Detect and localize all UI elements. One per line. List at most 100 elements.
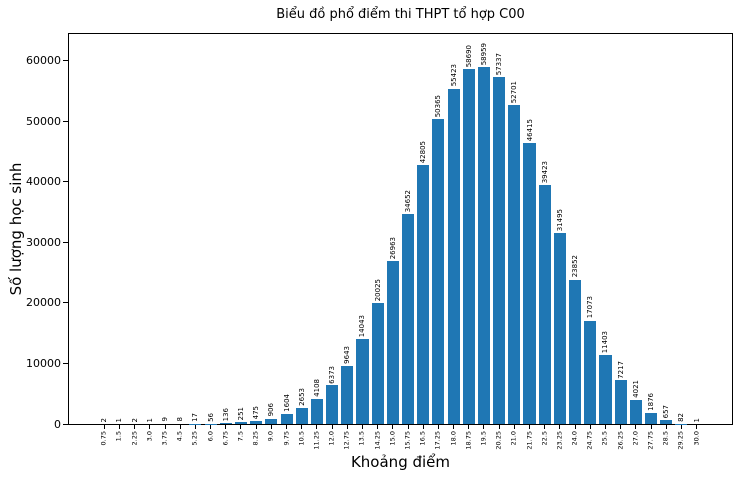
x-tick-mark (650, 425, 652, 429)
bar-value-label: 50365 (434, 94, 443, 118)
x-tick-label: 26.25 (615, 431, 624, 450)
plot-area (68, 33, 733, 425)
x-tick-label: 5.25 (190, 431, 199, 446)
bar (356, 339, 369, 424)
chart-title: Biểu đồ phổ điểm thi THPT tổ hợp C00 (276, 7, 525, 22)
x-tick-label: 19.5 (479, 431, 488, 446)
bar-value-label: 6373 (328, 365, 337, 384)
bar-value-label: 56 (206, 412, 215, 422)
bar-value-label: 31495 (555, 209, 564, 232)
bar-value-label: 58959 (479, 42, 488, 66)
bar-value-label: 20025 (373, 278, 382, 301)
x-tick-label: 0.75 (99, 431, 108, 446)
bar (644, 412, 658, 424)
x-tick-mark (498, 425, 500, 429)
y-tick-mark (63, 362, 68, 364)
bar (401, 214, 415, 424)
x-tick-mark (255, 425, 257, 429)
x-tick-mark (301, 425, 303, 429)
x-tick-mark (331, 425, 333, 429)
x-tick-mark (316, 425, 318, 429)
bar (310, 399, 323, 424)
x-tick-mark (513, 425, 515, 429)
x-tick-mark (680, 425, 682, 429)
bar (599, 354, 612, 424)
bar-value-label: 57337 (495, 52, 504, 75)
bar-value-label: 55423 (449, 64, 458, 87)
y-tick-label: 20000 (26, 296, 61, 310)
bar-value-label: 17073 (586, 296, 595, 319)
x-tick-label: 8.25 (251, 431, 260, 446)
y-tick-label: 10000 (26, 356, 61, 370)
x-tick-mark (164, 425, 166, 429)
x-tick-label: 7.5 (236, 431, 245, 442)
x-tick-label: 16.5 (418, 431, 427, 446)
bar (523, 143, 536, 424)
bar-value-label: 657 (662, 404, 671, 419)
bar-value-label: 23852 (571, 255, 580, 278)
y-tick-label: 40000 (26, 175, 61, 189)
bar-value-label: 11403 (601, 330, 610, 353)
bar-value-label: 1 (692, 417, 701, 422)
bar-value-label: 8 (176, 417, 185, 422)
y-tick-label: 50000 (26, 114, 61, 128)
x-tick-label: 6.75 (221, 431, 230, 446)
x-tick-label: 12.0 (327, 431, 336, 446)
x-tick-mark (665, 425, 667, 429)
bar-value-label: 42805 (419, 140, 428, 163)
x-tick-label: 3.75 (160, 431, 169, 446)
bar (462, 68, 475, 424)
bar-value-label: 46415 (525, 118, 534, 142)
y-tick-mark (63, 181, 68, 183)
bar (675, 423, 688, 424)
bar-value-label: 1 (145, 417, 154, 422)
bar (584, 320, 597, 424)
x-tick-mark (346, 425, 348, 429)
bar (265, 418, 278, 424)
x-tick-mark (574, 425, 576, 429)
bar (341, 365, 354, 424)
bar-value-label: 14043 (358, 314, 367, 337)
bar (234, 422, 248, 424)
bar (569, 279, 582, 424)
bar-value-label: 39423 (540, 161, 549, 184)
x-tick-label: 28.5 (661, 431, 670, 446)
bar (538, 185, 551, 424)
bar-value-label: 1876 (647, 392, 656, 411)
bar (250, 421, 263, 424)
x-tick-label: 9.0 (266, 431, 275, 442)
x-tick-label: 27.75 (646, 431, 655, 450)
x-tick-mark (377, 425, 379, 429)
x-tick-label: 15.75 (403, 431, 412, 450)
x-tick-label: 25.5 (600, 431, 609, 446)
bar-value-label: 17 (191, 412, 200, 422)
y-tick-mark (63, 120, 68, 122)
x-tick-mark (468, 425, 470, 429)
x-tick-mark (392, 425, 394, 429)
x-tick-label: 21.0 (509, 431, 518, 446)
x-tick-mark (559, 425, 561, 429)
x-tick-label: 4.5 (175, 431, 184, 442)
x-tick-label: 24.0 (570, 431, 579, 446)
y-tick-mark (63, 423, 68, 425)
x-tick-mark (453, 425, 455, 429)
bar-value-label: 9 (161, 417, 170, 422)
x-tick-mark (361, 425, 363, 429)
x-tick-label: 12.75 (342, 431, 351, 450)
bar (219, 423, 232, 424)
bar-value-label: 1604 (282, 394, 291, 413)
bar (295, 407, 308, 424)
x-tick-label: 30.0 (691, 431, 700, 446)
bar-value-label: 475 (252, 405, 261, 420)
x-tick-mark (270, 425, 272, 429)
x-tick-mark (483, 425, 485, 429)
x-tick-mark (529, 425, 531, 429)
x-tick-label: 11.25 (312, 431, 321, 450)
bar-value-label: 4108 (312, 379, 321, 398)
x-tick-mark (437, 425, 439, 429)
bar-value-label: 906 (267, 403, 276, 417)
x-tick-mark (225, 425, 227, 429)
y-tick-label: 30000 (26, 235, 61, 249)
y-tick-label: 0 (54, 417, 61, 431)
